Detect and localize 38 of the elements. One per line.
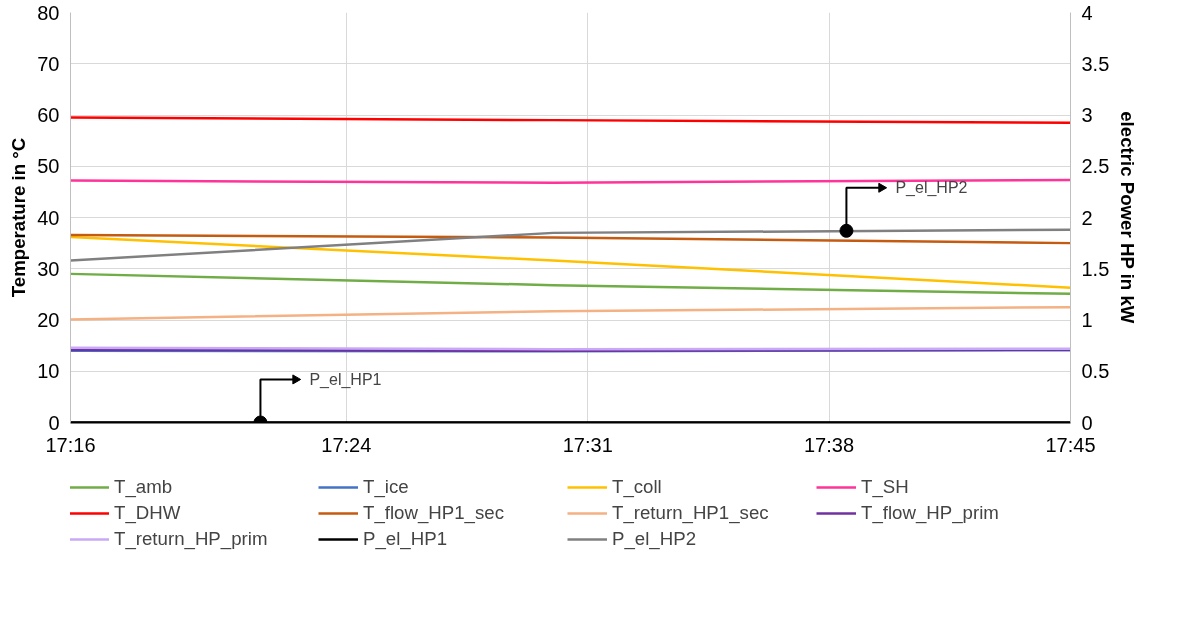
- legend-label: P_el_HP2: [612, 528, 697, 550]
- y-tick-label: 50: [37, 155, 60, 178]
- y-tick-label: 80: [37, 1, 60, 24]
- y2-tick-label: 0: [1081, 411, 1093, 434]
- legend-label: T_flow_HP_prim: [861, 502, 1000, 524]
- x-tick-label: 17:38: [804, 433, 855, 456]
- y2-tick-label: 1: [1081, 309, 1093, 331]
- y-tick-label: 60: [37, 104, 60, 126]
- y2-axis-title: electric Power HP in kW: [1117, 111, 1139, 324]
- y2-tick-label: 1.5: [1081, 257, 1110, 280]
- legend-label: T_SH: [861, 476, 910, 498]
- legend-label: T_return_HP1_sec: [612, 502, 770, 524]
- y2-tick-label: 4: [1081, 1, 1093, 24]
- x-tick-label: 17:24: [321, 433, 372, 456]
- legend-label: T_return_HP_prim: [114, 528, 269, 550]
- x-tick-label: 17:31: [562, 433, 613, 456]
- x-tick-label: 17:45: [1045, 433, 1096, 456]
- y-tick-label: 30: [37, 257, 60, 280]
- legend-label: T_DHW: [114, 502, 182, 524]
- legend-label: T_amb: [114, 476, 174, 498]
- y2-tick-label: 2.5: [1081, 155, 1110, 178]
- annotation: P_el_HP2: [895, 179, 968, 198]
- y-tick-label: 40: [37, 206, 60, 229]
- legend-label: T_flow_HP1_sec: [363, 502, 506, 524]
- legend-label: T_coll: [612, 476, 663, 498]
- annotation: P_el_HP1: [309, 370, 382, 389]
- x-tick-label: 17:16: [45, 433, 96, 456]
- y-tick-label: 10: [37, 360, 60, 383]
- y2-tick-label: 3.5: [1081, 52, 1110, 75]
- y2-tick-label: 0.5: [1081, 360, 1110, 383]
- y-tick-label: 0: [48, 411, 60, 434]
- y-axis-title: Temperature in °C: [8, 137, 30, 298]
- y-tick-label: 20: [37, 309, 60, 331]
- y-tick-label: 70: [37, 52, 60, 75]
- legend-label: P_el_HP1: [363, 528, 448, 550]
- legend-label: T_ice: [363, 476, 410, 498]
- y2-tick-label: 3: [1081, 104, 1093, 126]
- y2-tick-label: 2: [1081, 206, 1093, 229]
